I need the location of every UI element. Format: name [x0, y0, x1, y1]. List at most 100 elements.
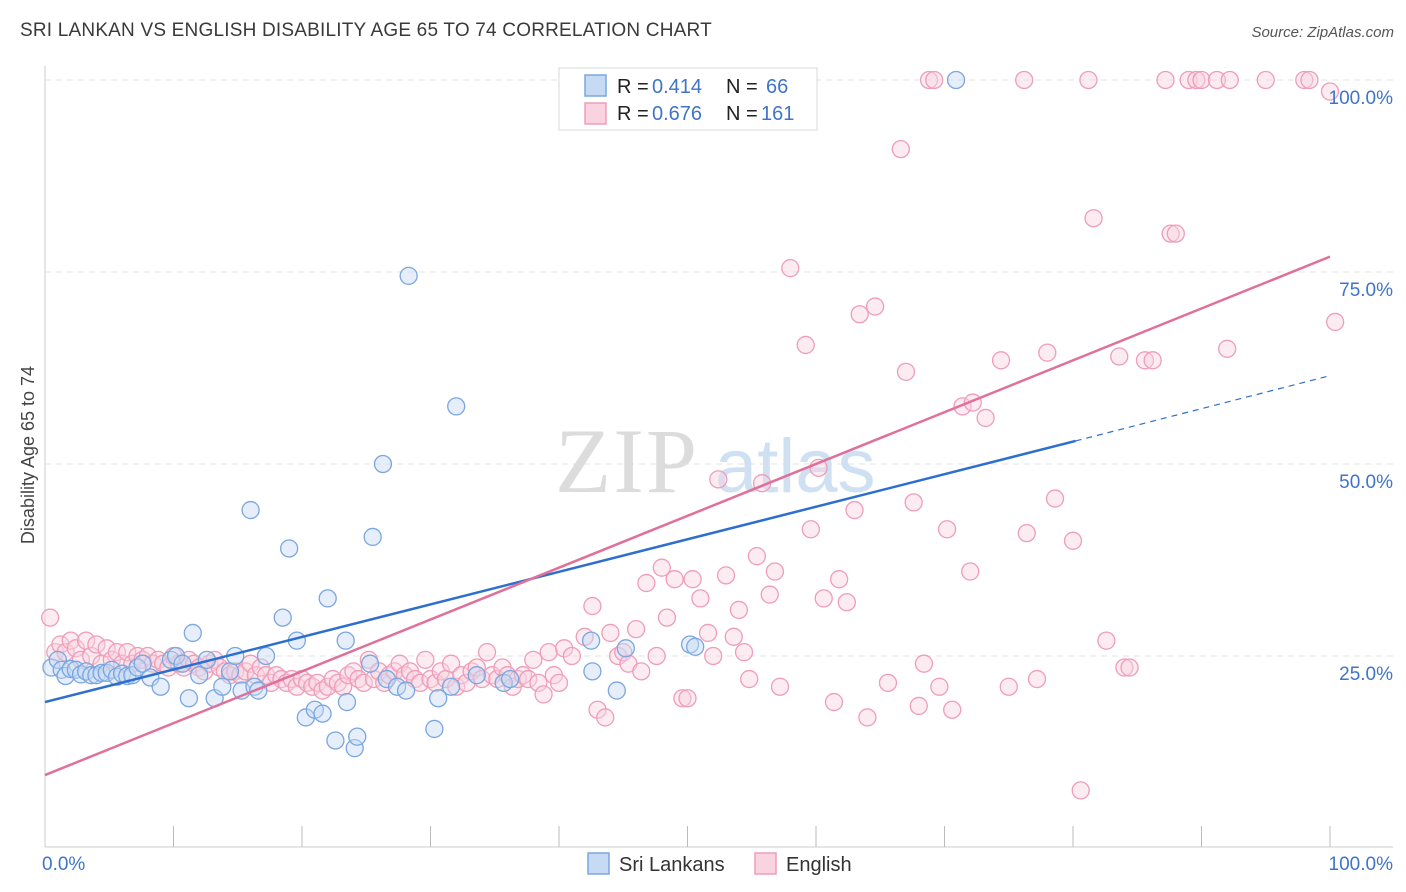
- sri-lankans-point: [399, 266, 418, 285]
- english-point: [1295, 70, 1314, 90]
- legend-box: R = 0.414 N = 66 R = 0.676 N = 161: [558, 67, 818, 131]
- y-tick-labels: 25.0% 50.0% 75.0% 100.0%: [1329, 88, 1394, 685]
- english-point: [1143, 351, 1162, 370]
- sri-lankans-point: [151, 677, 170, 696]
- trend-lines: [44, 255, 1331, 777]
- english-point: [333, 677, 353, 696]
- english-point: [354, 673, 373, 693]
- english-point: [691, 589, 710, 608]
- english-point: [1179, 70, 1198, 90]
- sri-lankans-point: [313, 704, 332, 723]
- y-tick-label: 100.0%: [1329, 88, 1394, 109]
- sri-lankans-point: [501, 669, 520, 689]
- english-point: [878, 673, 898, 693]
- sri-lankans-point: [256, 646, 276, 666]
- english-point: [665, 570, 684, 589]
- y-axis-title: Disability Age 65 to 74: [18, 366, 38, 544]
- english-point: [747, 547, 767, 566]
- sri-lankans-point: [220, 662, 240, 681]
- english-point: [447, 677, 466, 696]
- legend-r-label: R =: [617, 103, 649, 125]
- english-point: [909, 696, 928, 716]
- english-point: [441, 654, 461, 673]
- sri-lankans-trend-line: [44, 439, 1076, 704]
- watermark-zip: ZIP: [555, 410, 699, 512]
- english-point: [477, 643, 497, 662]
- watermark: ZIP atlas: [555, 410, 876, 512]
- bottom-legend-label-sri-lankans: Sri Lankans: [619, 854, 725, 876]
- english-point: [678, 689, 697, 708]
- english-point: [740, 669, 759, 689]
- english-point: [529, 673, 548, 693]
- sri-lankans-point: [337, 692, 357, 712]
- english-point: [601, 623, 620, 643]
- series-english-points: [40, 70, 1345, 800]
- sri-lankans-point: [133, 654, 152, 673]
- legend-r-label: R =: [617, 76, 649, 98]
- english-point: [1325, 312, 1345, 332]
- english-point: [837, 593, 856, 612]
- bottom-legend-swatch-english: [754, 852, 777, 875]
- english-point: [1045, 489, 1065, 508]
- english-point: [637, 573, 656, 593]
- english-point: [824, 692, 844, 712]
- sri-lankans-point: [946, 70, 966, 90]
- english-point: [549, 673, 569, 693]
- english-point: [937, 520, 957, 539]
- english-point: [554, 639, 574, 658]
- english-point: [765, 562, 785, 581]
- legend-r-value: 0.676: [652, 103, 702, 125]
- english-point: [1084, 209, 1103, 228]
- sri-lankans-point: [441, 677, 461, 696]
- english-point: [709, 470, 728, 489]
- sri-lankans-point: [97, 663, 116, 683]
- english-point: [1220, 70, 1239, 90]
- sri-lankans-point: [583, 662, 602, 681]
- sri-lankans-point: [213, 677, 232, 696]
- english-point: [1161, 224, 1180, 243]
- english-point: [524, 650, 543, 669]
- english-point: [1135, 351, 1155, 370]
- english-point: [704, 646, 723, 666]
- chart-source: Source: ZipAtlas.com: [1251, 24, 1394, 41]
- legend-n-value: 161: [761, 103, 794, 125]
- axes: [44, 66, 1393, 848]
- english-point: [865, 297, 885, 316]
- sri-lankans-point: [616, 639, 635, 658]
- sri-lankans-point: [241, 500, 260, 520]
- sri-lankans-point: [360, 654, 380, 673]
- sri-lankans-point: [429, 689, 448, 708]
- english-point: [845, 500, 864, 520]
- english-point: [562, 646, 581, 666]
- english-point: [71, 650, 91, 669]
- english-point: [999, 677, 1018, 696]
- english-point: [991, 351, 1011, 370]
- sri-lankans-point: [396, 681, 416, 700]
- sri-lankans-point: [447, 397, 466, 416]
- english-point: [416, 650, 435, 669]
- english-point: [770, 677, 790, 696]
- x-tick-label: 0.0%: [42, 854, 85, 875]
- sri-lankans-point: [345, 739, 364, 758]
- english-point: [596, 708, 615, 727]
- english-point: [904, 493, 923, 512]
- sri-lankans-point: [318, 589, 337, 608]
- english-point: [961, 562, 980, 581]
- y-tick-label: 25.0%: [1339, 664, 1393, 685]
- sri-lankans-point: [581, 631, 601, 650]
- english-point: [652, 558, 671, 577]
- bottom-legend: Sri Lankans English: [587, 852, 852, 876]
- english-point: [976, 408, 995, 428]
- english-point: [1156, 70, 1175, 90]
- sri-lankans-trend-extension: [1075, 375, 1331, 442]
- english-point: [118, 643, 137, 662]
- english-point: [1097, 631, 1116, 650]
- english-point: [107, 643, 127, 662]
- sri-lankans-point: [183, 623, 202, 643]
- english-point: [1015, 70, 1034, 90]
- english-point: [647, 646, 666, 666]
- english-point: [467, 658, 486, 677]
- english-trend-line: [44, 255, 1331, 777]
- english-point: [1038, 343, 1057, 362]
- english-point: [56, 643, 75, 662]
